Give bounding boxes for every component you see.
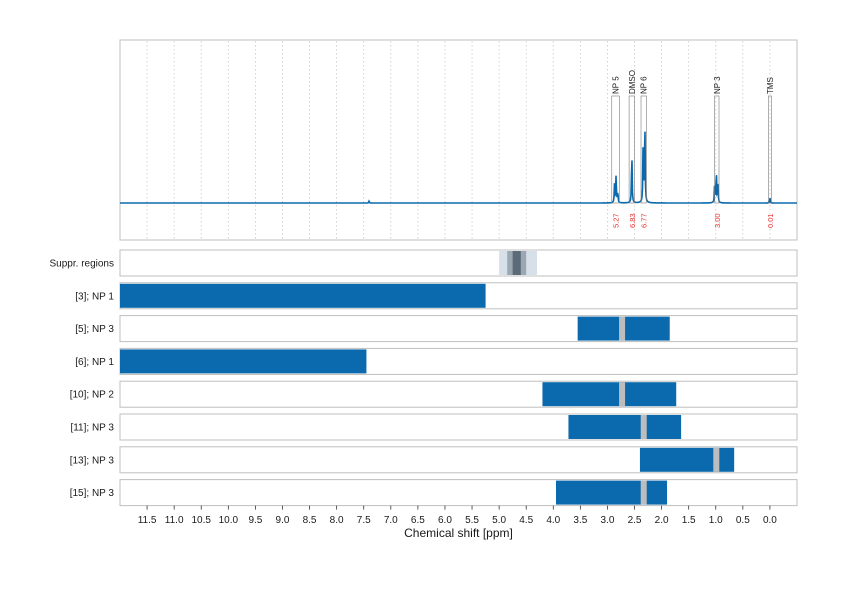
annotation-label: NP 5 xyxy=(612,76,621,94)
x-tick-label: 0.0 xyxy=(763,515,777,526)
annotation-label: TMS xyxy=(766,77,775,94)
row-label: [13]; NP 3 xyxy=(70,455,115,466)
annotation-tms: TMS 0.01 xyxy=(766,77,775,228)
x-tick-label: 4.5 xyxy=(519,515,533,526)
spectrum-trace xyxy=(120,131,797,204)
region-marker xyxy=(713,447,720,472)
row-panel xyxy=(119,380,798,408)
x-tick-label: 10.5 xyxy=(192,515,212,526)
spectrum-panel xyxy=(119,39,798,241)
x-tick-label: 8.0 xyxy=(330,515,344,526)
region-row: Suppr. regions xyxy=(50,249,798,277)
x-tick-label: 5.0 xyxy=(492,515,506,526)
region-row: [5]; NP 3 xyxy=(75,315,798,343)
row-panel xyxy=(119,413,798,441)
region-marker xyxy=(640,415,647,439)
spectrum-grid xyxy=(146,41,771,239)
x-axis-title: Chemical shift [ppm] xyxy=(404,526,513,540)
x-tick-label: 4.0 xyxy=(546,515,560,526)
x-tick-label: 9.0 xyxy=(276,515,290,526)
region-row: [10]; NP 2 xyxy=(70,380,798,408)
region-marker xyxy=(619,382,626,407)
x-tick-label: 9.5 xyxy=(248,515,262,526)
annotation-box xyxy=(767,95,772,204)
region-row: [11]; NP 3 xyxy=(70,413,798,441)
annotation-label: DMSO xyxy=(628,70,637,94)
x-tick-label: 5.5 xyxy=(465,515,479,526)
row-label: [3]; NP 1 xyxy=(75,291,114,302)
row-label: [6]; NP 1 xyxy=(75,357,114,368)
x-tick-label: 1.0 xyxy=(709,515,723,526)
x-tick-label: 3.0 xyxy=(600,515,614,526)
annotation-label: NP 3 xyxy=(713,76,722,94)
region-row: [15]; NP 3 xyxy=(70,479,798,507)
row-label: [10]; NP 2 xyxy=(70,390,115,401)
x-tick-label: 6.0 xyxy=(438,515,452,526)
annotation-label: NP 6 xyxy=(640,76,649,94)
annotation-integral: 5.27 xyxy=(612,213,621,228)
row-panel xyxy=(119,315,798,343)
row-label: [11]; NP 3 xyxy=(70,423,114,434)
x-tick-label: 7.0 xyxy=(384,515,398,526)
region-marker xyxy=(640,480,647,505)
region-marker xyxy=(619,316,626,341)
annotation-np-3: NP 3 3.00 xyxy=(713,76,722,228)
suppressed-region-inner xyxy=(512,251,521,275)
x-tick-label: 0.5 xyxy=(736,515,750,526)
x-tick-label: 3.5 xyxy=(573,515,587,526)
x-tick-label: 8.5 xyxy=(303,515,317,526)
annotation-integral: 6.83 xyxy=(628,213,637,228)
x-tick-label: 10.0 xyxy=(219,515,239,526)
annotation-dmso: DMSO 6.83 xyxy=(628,70,637,228)
region-bar xyxy=(542,382,677,407)
region-row: [3]; NP 1 xyxy=(75,282,798,310)
annotation-np-6: NP 6 6.77 xyxy=(640,76,649,228)
region-bar xyxy=(120,349,367,374)
annotation-integral: 0.01 xyxy=(766,213,775,228)
x-tick-label: 2.0 xyxy=(655,515,669,526)
region-row: [13]; NP 3 xyxy=(70,446,798,474)
x-tick-label: 6.5 xyxy=(411,515,425,526)
row-label: [5]; NP 3 xyxy=(75,324,114,335)
x-tick-label: 11.0 xyxy=(165,515,184,526)
annotation-box xyxy=(714,95,720,204)
x-tick-label: 7.5 xyxy=(357,515,371,526)
row-panel xyxy=(119,249,798,277)
annotation-integral: 3.00 xyxy=(713,213,722,228)
x-tick-label: 1.5 xyxy=(682,515,696,526)
row-panel xyxy=(119,479,798,507)
region-bar xyxy=(120,283,486,308)
region-bar xyxy=(568,415,682,439)
annotation-box xyxy=(640,95,647,204)
row-label: [15]; NP 3 xyxy=(70,488,115,499)
annotation-box xyxy=(628,95,635,204)
annotation-integral: 6.77 xyxy=(640,213,649,228)
x-tick-label: 2.5 xyxy=(628,515,642,526)
region-bar xyxy=(555,480,668,505)
region-row: [6]; NP 1 xyxy=(75,347,798,375)
region-bar xyxy=(639,447,735,472)
annotation-np-5: NP 5 5.27 xyxy=(611,76,621,228)
x-tick-label: 11.5 xyxy=(138,515,157,526)
row-label: Suppr. regions xyxy=(50,259,115,270)
annotation-box xyxy=(611,95,620,204)
x-axis: 11.5 11.0 10.5 10.0 9.5 9.0 8.5 8.0 7.5 7.0 6.5 6.0… xyxy=(138,505,777,540)
